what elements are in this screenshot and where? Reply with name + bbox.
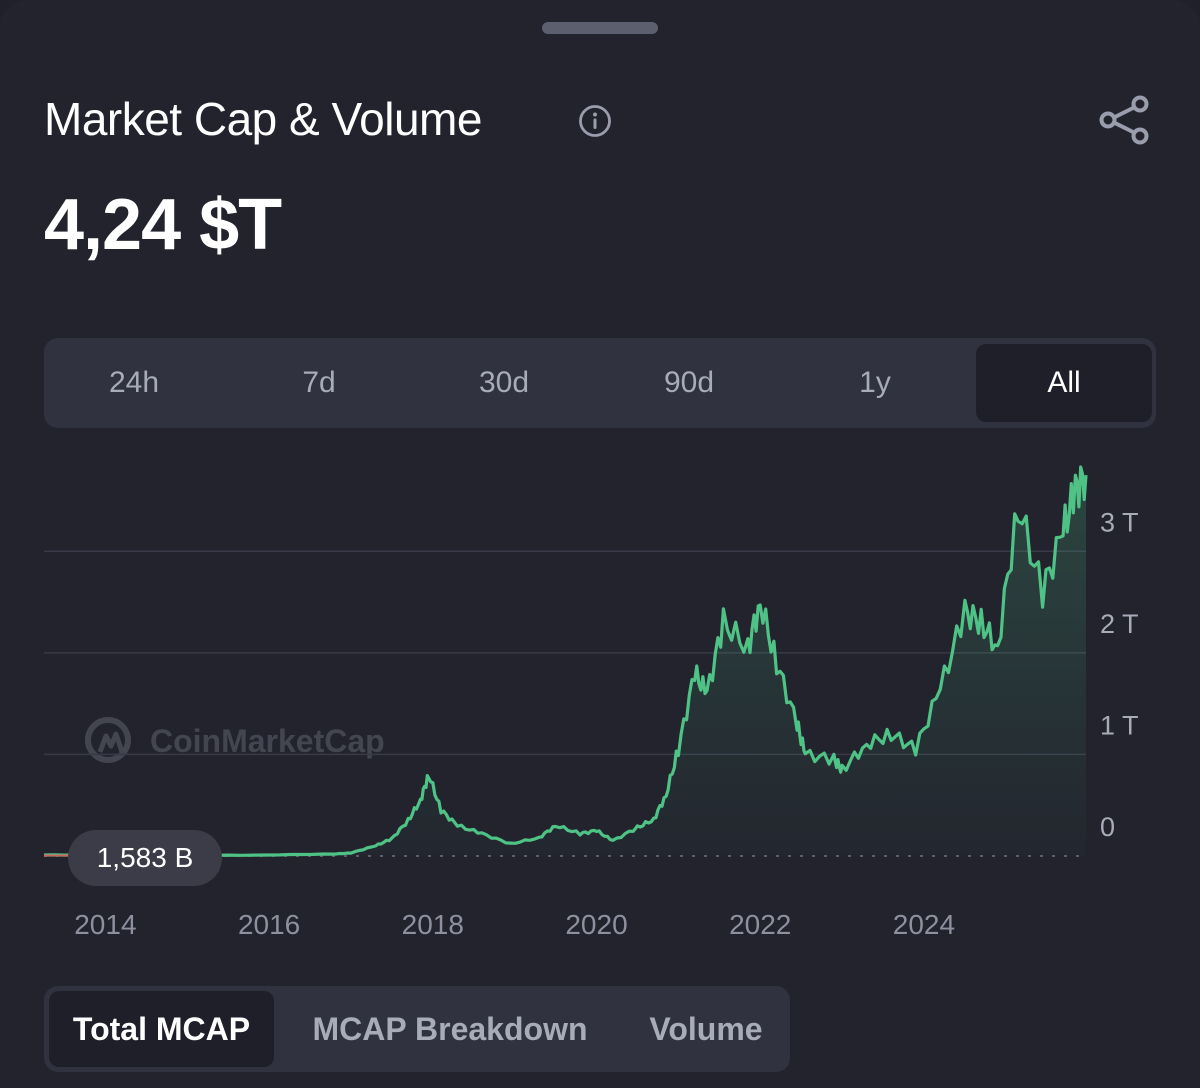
x-tick-label: 2020 (565, 909, 627, 940)
x-tick-label: 2016 (238, 909, 300, 940)
range-tab-all[interactable]: All (976, 344, 1152, 422)
drag-handle[interactable] (542, 22, 658, 34)
series-line (43, 465, 1088, 858)
range-tab-24h[interactable]: 24h (108, 366, 160, 399)
x-tick-label: 2024 (893, 909, 955, 940)
x-tick-label: 2022 (729, 909, 791, 940)
metric-tab-mcap-breakdown[interactable]: MCAP Breakdown (312, 1010, 588, 1047)
page-title: Market Cap & Volume (44, 93, 482, 145)
y-tick-label: 3 T (1100, 507, 1139, 537)
share-icon[interactable] (1096, 92, 1152, 148)
range-tab-1y[interactable]: 1y (859, 366, 891, 399)
current-value-badge: 1,583 B (68, 830, 222, 886)
watermark-text: CoinMarketCap (150, 723, 385, 759)
y-tick-label: 0 (1100, 812, 1115, 842)
x-tick-label: 2014 (74, 909, 136, 940)
range-tab-7d[interactable]: 7d (302, 366, 336, 399)
coinmarketcap-watermark: CoinMarketCap (85, 717, 385, 763)
range-tab-30d[interactable]: 30d (478, 366, 530, 399)
metric-tab-total-mcap[interactable]: Total MCAP (49, 991, 274, 1067)
metric-selector: Total MCAP MCAP Breakdown Volume (44, 986, 790, 1072)
metric-tab-volume[interactable]: Volume (649, 1010, 763, 1047)
y-tick-label: 1 T (1100, 710, 1139, 740)
x-tick-label: 2018 (402, 909, 464, 940)
range-tab-90d[interactable]: 90d (663, 366, 715, 399)
info-icon[interactable] (578, 104, 612, 138)
series-area (44, 467, 1086, 856)
y-tick-label: 2 T (1100, 609, 1139, 639)
market-cap-value: 4,24 $T (44, 185, 282, 265)
range-selector: 24h 7d 30d 90d 1y All (44, 338, 1156, 428)
